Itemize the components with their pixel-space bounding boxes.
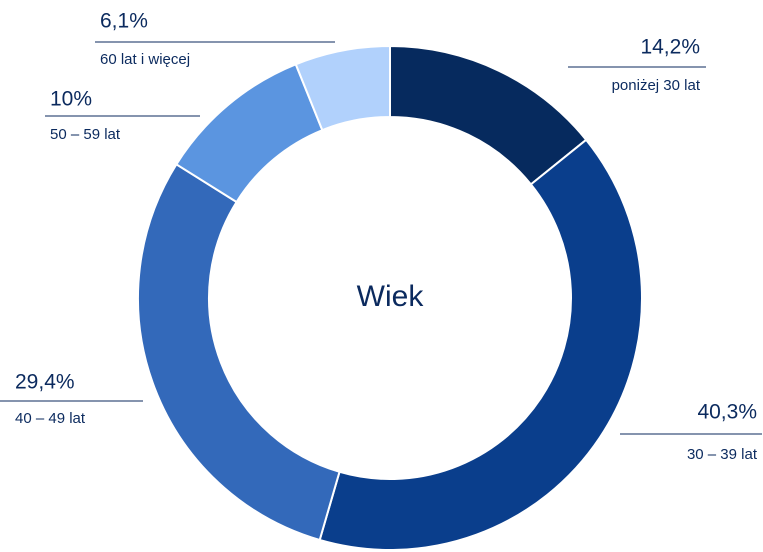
category-label: poniżej 30 lat bbox=[612, 77, 701, 94]
category-label: 60 lat i więcej bbox=[100, 51, 190, 68]
category-label: 40 – 49 lat bbox=[15, 410, 86, 427]
value-label: 6,1% bbox=[100, 10, 148, 33]
center-label: Wiek bbox=[357, 280, 425, 313]
donut-slice bbox=[137, 162, 341, 542]
value-label: 40,3% bbox=[697, 401, 757, 424]
donut-slice bbox=[294, 44, 391, 132]
value-label: 10% bbox=[50, 88, 92, 111]
donut-slice bbox=[318, 138, 643, 551]
category-label: 50 – 59 lat bbox=[50, 126, 121, 143]
value-label: 14,2% bbox=[640, 36, 700, 59]
category-label: 30 – 39 lat bbox=[687, 446, 758, 463]
value-label: 29,4% bbox=[15, 371, 75, 394]
